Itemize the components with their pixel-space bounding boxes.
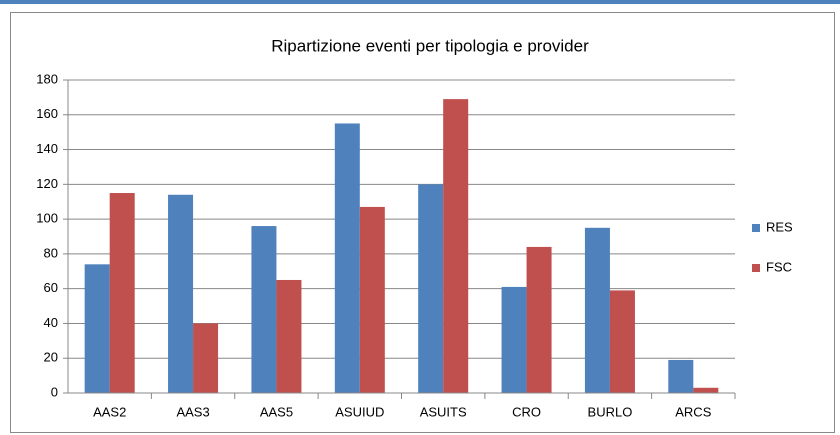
top-bar xyxy=(0,0,840,4)
x-tick-label: AAS2 xyxy=(93,404,126,419)
bar xyxy=(609,290,635,393)
y-tick-label: 40 xyxy=(44,315,58,330)
legend-swatch xyxy=(752,264,760,272)
bar xyxy=(251,226,277,393)
bar xyxy=(168,194,194,393)
x-tick-label: AAS3 xyxy=(176,404,209,419)
bar xyxy=(193,323,219,393)
legend-label: FSC xyxy=(766,259,792,274)
x-tick-label: AAS5 xyxy=(260,404,293,419)
y-tick-label: 120 xyxy=(36,176,58,191)
y-tick-label: 100 xyxy=(36,211,58,226)
bar xyxy=(109,193,135,393)
bar xyxy=(334,123,360,393)
bar xyxy=(584,227,610,393)
bar xyxy=(526,246,552,393)
y-tick-label: 20 xyxy=(44,350,58,365)
y-tick-label: 180 xyxy=(36,71,58,86)
bar xyxy=(693,387,719,393)
x-tick-label: ASUITS xyxy=(420,404,467,419)
bar xyxy=(443,99,469,393)
legend-label: RES xyxy=(766,219,793,234)
chart-title: Ripartizione eventi per tipologia e prov… xyxy=(271,36,589,55)
bar xyxy=(276,279,302,393)
x-tick-label: ARCS xyxy=(675,404,711,419)
bar xyxy=(501,286,527,393)
bar xyxy=(418,184,444,393)
bar xyxy=(668,359,694,393)
x-tick-label: BURLO xyxy=(588,404,633,419)
x-tick-label: CRO xyxy=(512,404,541,419)
x-tick-label: ASUIUD xyxy=(335,404,384,419)
y-tick-label: 80 xyxy=(44,245,58,260)
y-tick-label: 0 xyxy=(51,384,58,399)
bar xyxy=(359,206,385,393)
y-tick-label: 140 xyxy=(36,141,58,156)
bar xyxy=(84,264,110,393)
legend-swatch xyxy=(752,224,760,232)
y-tick-label: 60 xyxy=(44,280,58,295)
y-tick-label: 160 xyxy=(36,106,58,121)
